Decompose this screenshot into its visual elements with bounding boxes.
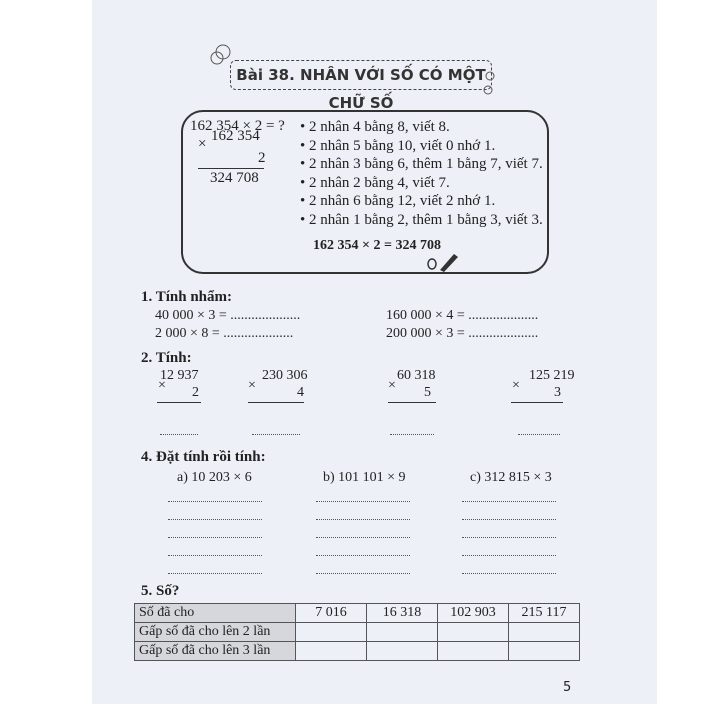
ex1-item[interactable]: 2 000 × 8 = .................... [155,326,294,341]
ex1-item[interactable]: 200 000 × 3 = .................... [386,326,539,341]
cell: 7 016 [295,603,367,623]
times-sign: × [388,378,396,393]
answer-blank[interactable] [252,434,300,435]
times-sign: × [158,378,166,393]
answer-blank[interactable] [160,434,198,435]
row-header: Gấp số đã cho lên 2 lần [134,622,296,642]
rule [157,402,201,403]
ex4-title: 4. Đặt tính rồi tính: [141,449,266,465]
page-number: 5 [563,680,572,695]
multiplicand: 12 937 [160,368,199,383]
example-question: 162 354 × 2 = ? [190,118,285,134]
answer-cell[interactable] [437,641,509,661]
rule [388,402,436,403]
multiplicand: 125 219 [529,368,575,383]
example-operator: × [198,136,207,152]
answer-cell[interactable] [508,622,580,642]
table-row: Số đã cho 7 016 16 318 102 903 215 117 [134,603,580,623]
cell: 16 318 [366,603,438,623]
ex5-title: 5. Số? [141,583,180,599]
step: • 2 nhân 2 bằng 4, viết 7. [300,174,450,191]
multiplier: 4 [297,385,304,400]
step: • 2 nhân 4 bằng 8, viết 8. [300,119,450,135]
example-rule [198,168,264,169]
table-row: Gấp số đã cho lên 3 lần [134,641,580,661]
row-header: Số đã cho [134,603,296,623]
table-row: Gấp số đã cho lên 2 lần [134,622,580,642]
example-result: 324 708 [210,170,259,186]
lesson-title-banner: Bài 38. NHÂN VỚI SỐ CÓ MỘT CHỮ SỐ [230,60,492,112]
example-operand2: 2 [258,150,266,166]
example-box [181,110,549,274]
step: • 2 nhân 5 bằng 10, viết 0 nhớ 1. [300,137,496,154]
answer-blank[interactable] [390,434,434,435]
ex4-item: c) 312 815 × 3 [470,470,552,485]
cell: 102 903 [437,603,509,623]
answer-cell[interactable] [295,622,367,642]
pencil-icon [427,254,458,272]
answer-cell[interactable] [366,641,438,661]
ex2-title: 2. Tính: [141,350,192,366]
rule [248,402,304,403]
step: • 2 nhân 6 bằng 12, viết 2 nhớ 1. [300,193,496,209]
answer-blank[interactable] [518,434,560,435]
ex1-item[interactable]: 160 000 × 4 = .................... [386,308,539,323]
bee-icon [210,44,231,65]
example-steps: • 2 nhân 4 bằng 8, viết 8. • 2 nhân 5 bằ… [300,118,543,229]
ex4-item: b) 101 101 × 9 [323,470,406,485]
multiplier: 3 [554,385,561,400]
multiplicand: 60 318 [397,368,436,383]
example-operand1: 162 354 [211,128,260,144]
multiplicand: 230 306 [262,368,308,383]
answer-cell[interactable] [437,622,509,642]
ex4-item: a) 10 203 × 6 [177,470,252,485]
ex1-title: 1. Tính nhẩm: [141,289,233,305]
step: • 2 nhân 1 bằng 2, thêm 1 bằng 3, viết 3… [300,211,543,228]
ex1-item[interactable]: 40 000 × 3 = .................... [155,308,301,323]
step: • 2 nhân 3 bằng 6, thêm 1 bằng 7, viết 7… [300,156,543,172]
flower-icon [483,71,495,95]
example-conclusion: 162 354 × 2 = 324 708 [313,238,441,253]
multiplier: 2 [192,385,199,400]
cell: 215 117 [508,603,580,623]
times-sign: × [512,378,520,393]
times-sign: × [248,378,256,393]
rule [511,402,563,403]
row-header: Gấp số đã cho lên 3 lần [134,641,296,661]
lesson-title: Bài 38. NHÂN VỚI SỐ CÓ MỘT CHỮ SỐ [236,66,486,112]
answer-cell[interactable] [366,622,438,642]
answer-cell[interactable] [508,641,580,661]
ex5-table: Số đã cho 7 016 16 318 102 903 215 117 Gấp s… [134,603,580,661]
multiplier: 5 [424,385,431,400]
answer-cell[interactable] [295,641,367,661]
